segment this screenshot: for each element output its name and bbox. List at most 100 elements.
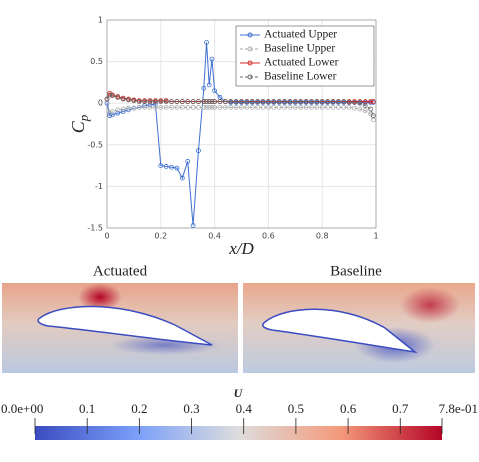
- data-point: [370, 113, 376, 119]
- data-point: [204, 99, 209, 104]
- data-point: [330, 99, 336, 104]
- data-point: [201, 85, 207, 91]
- data-point: [255, 99, 261, 104]
- data-point: [185, 159, 191, 164]
- data-point: [212, 88, 218, 94]
- data-point: [239, 99, 244, 104]
- data-point: [276, 104, 282, 110]
- flow-panel-actuated: [2, 283, 238, 373]
- data-point: [204, 40, 209, 45]
- x-tick-label: 0.2: [154, 232, 167, 241]
- data-point: [212, 104, 218, 110]
- data-point: [196, 148, 201, 154]
- data-point: [222, 99, 228, 104]
- legend-label: Baseline Lower: [264, 71, 337, 83]
- data-point: [325, 104, 330, 110]
- data-point: [287, 104, 293, 110]
- legend-label: Actuated Upper: [264, 29, 337, 41]
- data-point: [282, 104, 287, 110]
- data-point: [314, 99, 320, 104]
- series-line: [106, 94, 374, 116]
- data-point: [190, 99, 196, 104]
- data-point: [201, 99, 207, 104]
- data-point: [109, 93, 115, 99]
- data-point: [287, 99, 293, 104]
- data-point: [206, 104, 212, 110]
- data-point: [174, 104, 180, 110]
- data-point: [142, 104, 148, 110]
- data-point: [163, 104, 169, 110]
- data-point: [209, 104, 215, 110]
- data-point: [260, 99, 266, 104]
- data-point: [341, 104, 347, 110]
- data-point: [212, 99, 218, 104]
- data-point: [362, 103, 368, 109]
- y-tick-label: 1: [98, 16, 103, 25]
- data-point: [217, 99, 223, 104]
- flow-panel-baseline: [243, 283, 475, 373]
- data-point: [271, 104, 277, 110]
- axes-frame: [106, 19, 377, 229]
- data-point: [163, 99, 169, 104]
- data-point: [185, 104, 191, 110]
- y-tick-label: 0: [98, 99, 103, 108]
- data-point: [190, 223, 196, 228]
- data-point: [335, 99, 341, 104]
- data-point: [136, 99, 142, 104]
- data-point: [120, 109, 126, 114]
- data-point: [158, 104, 164, 110]
- legend-marker: [247, 74, 253, 80]
- data-point: [217, 104, 223, 110]
- data-point: [169, 99, 174, 104]
- data-point: [185, 99, 191, 104]
- data-point: [147, 99, 153, 104]
- colorbar-tick-label: 0.2: [131, 401, 147, 416]
- y-axis-label: Cp: [68, 114, 91, 133]
- data-point: [153, 99, 158, 104]
- data-point: [228, 104, 234, 110]
- panel-title: Baseline: [330, 263, 382, 279]
- data-point: [335, 104, 341, 110]
- data-point: [292, 99, 298, 104]
- colorbar-label: U: [234, 386, 244, 400]
- data-point: [169, 164, 174, 170]
- colorbar-tick-label: 0.5: [288, 401, 304, 416]
- x-tick-label: 0.4: [208, 232, 221, 241]
- series-line: [106, 42, 374, 226]
- y-tick-label: -1: [95, 182, 103, 191]
- data-point: [107, 113, 113, 119]
- colorbar-tick-label: 0.4: [236, 401, 253, 416]
- x-axis-label: x/D: [228, 239, 254, 258]
- data-point: [249, 104, 255, 110]
- data-point: [314, 104, 320, 110]
- data-point: [276, 99, 282, 104]
- data-point: [368, 99, 374, 104]
- data-point: [352, 105, 357, 111]
- data-point: [109, 109, 115, 114]
- data-point: [115, 110, 121, 116]
- data-point: [298, 99, 304, 104]
- data-point: [209, 99, 215, 104]
- data-point: [265, 104, 271, 110]
- data-point: [309, 99, 314, 104]
- data-point: [126, 105, 131, 111]
- data-point: [201, 104, 207, 110]
- data-point: [368, 106, 374, 112]
- data-point: [196, 104, 201, 110]
- data-point: [131, 105, 137, 111]
- data-point: [228, 99, 234, 104]
- data-point: [196, 99, 201, 104]
- colorbar: [35, 426, 442, 440]
- data-point: [190, 104, 196, 110]
- colorbar-tick-label: 0.7: [392, 401, 409, 416]
- data-point: [346, 104, 352, 110]
- data-point: [325, 99, 330, 104]
- legend-marker: [247, 60, 253, 66]
- data-point: [341, 99, 347, 104]
- data-point: [126, 107, 131, 113]
- legend-label: Actuated Lower: [264, 57, 339, 69]
- data-point: [131, 98, 137, 104]
- panel-title: Actuated: [93, 263, 148, 279]
- data-point: [158, 163, 164, 169]
